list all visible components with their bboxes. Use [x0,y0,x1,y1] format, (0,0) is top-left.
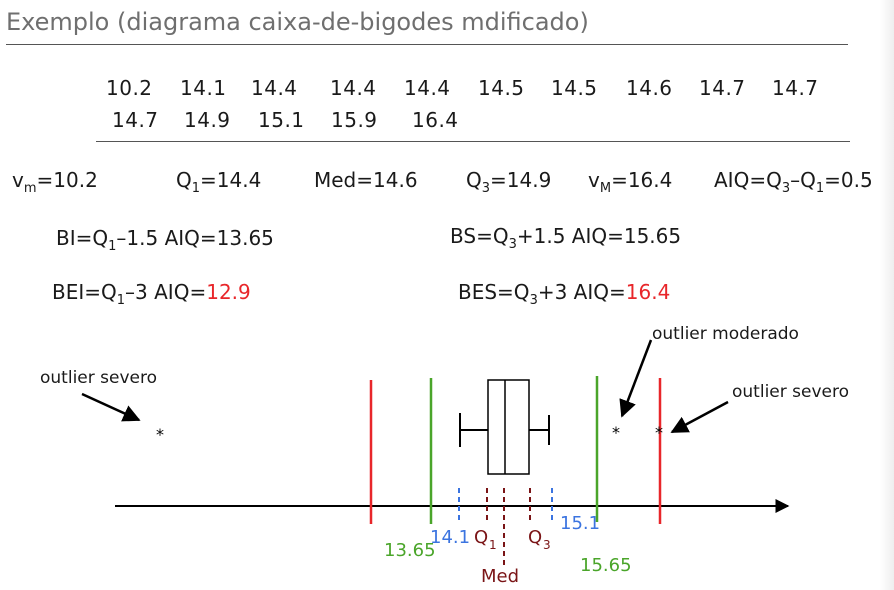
arrow-outlier-moderate [619,339,653,418]
stat-q3: Q3=14.9 [466,168,552,196]
page-title: Exemplo (diagrama caixa-de-bigodes mdifi… [6,8,589,36]
label-q1: Q 1 [474,527,497,552]
value: 14.4 [330,76,377,100]
stat-vmin: vm=10.2 [12,168,98,196]
bes-value: 16.4 [625,280,671,304]
arrow-outlier-severe-right [670,400,729,434]
stat-q1: Q1=14.4 [176,168,262,196]
stat-iqr: AIQ=Q3–Q1=0.5 [714,168,873,196]
stat-median: Med=14.6 [314,168,418,192]
value: 14.6 [626,76,673,100]
label-whisker-low: 14.1 [430,527,470,548]
fence-bs: BS=Q3+1.5 AIQ=15.65 [450,224,682,252]
value: 15.9 [331,108,378,132]
label-bi: 13.65 [384,540,436,561]
svg-text:Q: Q [528,527,542,548]
value: 14.5 [478,76,525,100]
value: 14.9 [184,108,231,132]
label-outlier-severo-left: outlier severo [40,368,157,388]
outlier-star-severe-right: * [655,423,663,442]
bei-value: 12.9 [206,280,251,304]
value: 14.1 [180,76,227,100]
label-outlier-moderado: outlier moderado [652,324,799,344]
fence-bi: BI=Q1–1.5 AIQ=13.65 [56,226,274,254]
value: 16.4 [412,108,459,132]
svg-text:3: 3 [543,538,551,552]
title-divider [6,44,848,45]
outlier-star-moderate: * [612,423,620,442]
svg-text:1: 1 [489,538,497,552]
outlier-star-severe-left: * [156,425,164,444]
label-median: Med [481,566,519,587]
iqr-box [487,379,530,475]
stat-vmax: vM=16.4 [588,168,673,196]
value: 14.5 [551,76,598,100]
value: 14.4 [404,76,451,100]
arrow-outlier-severe-left [81,392,141,422]
value: 14.7 [772,76,819,100]
fence-bes: BES=Q3+3 AIQ=16.4 [458,280,671,308]
label-q3: Q 3 [528,527,551,552]
value: 14.7 [112,108,159,132]
value: 14.7 [699,76,746,100]
slide-edge-shade [880,0,894,590]
label-outlier-severo-right: outlier severo [732,382,849,402]
value: 14.4 [251,76,298,100]
value: 10.2 [106,76,153,100]
svg-text:Q: Q [474,527,488,548]
label-whisker-high: 15.1 [560,513,600,534]
label-bs: 15.65 [580,555,632,576]
fence-bei: BEI=Q1–3 AIQ=12.9 [52,280,251,308]
value: 15.1 [258,108,305,132]
data-divider [96,141,850,142]
